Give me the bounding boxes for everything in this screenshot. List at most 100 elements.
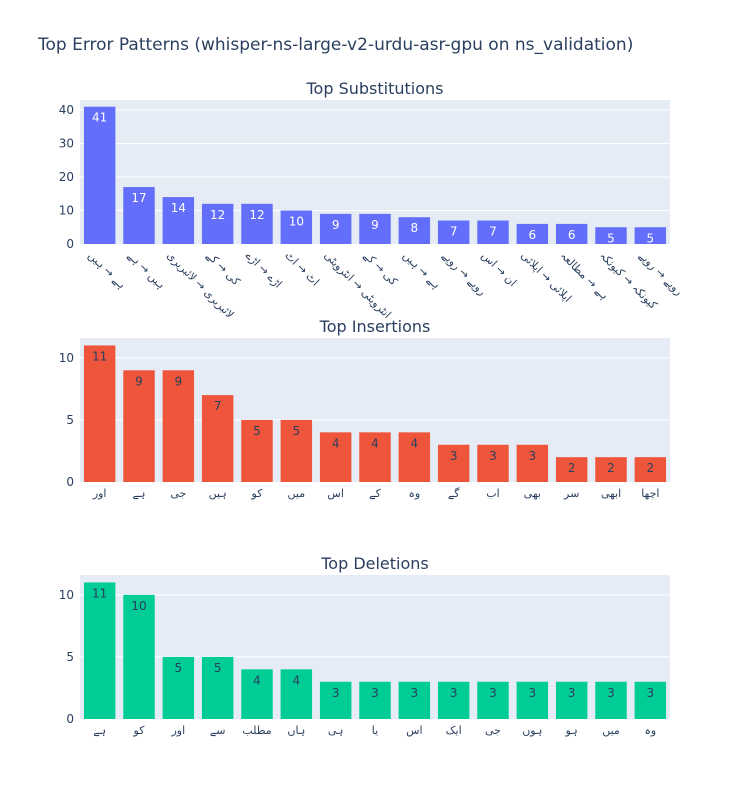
bar: [162, 656, 195, 719]
bar-value-label: 7: [489, 225, 497, 239]
y-tick-label: 5: [66, 413, 74, 427]
bar: [595, 681, 627, 719]
bar: [201, 656, 234, 719]
bar-value-label: 41: [92, 111, 107, 125]
bar-value-label: 5: [293, 424, 301, 438]
x-tick-label: ان → اس: [479, 249, 519, 289]
bar-value-label: 9: [135, 374, 143, 388]
y-tick-label: 10: [59, 351, 74, 365]
bar: [437, 681, 470, 719]
bar: [280, 669, 313, 719]
x-tick-label: کو: [251, 487, 264, 500]
y-tick-label: 20: [59, 170, 74, 184]
x-tick-label: اس: [406, 724, 422, 737]
chart-panel-2: Top Insertions 0 5 10 11 اور 9 ہے 9 جی 7 ہیں 5 کو 5 میں…: [59, 317, 670, 500]
x-tick-label: انٹرویٹی → انٹرویٹی: [322, 249, 394, 321]
bar: [201, 395, 234, 482]
bar-value-label: 3: [411, 686, 419, 700]
bar: [437, 444, 470, 482]
bar-value-label: 12: [249, 208, 264, 222]
x-tick-label: جی: [170, 487, 186, 500]
chart-panel-1: Top Substitutions 0 10 20 30 40 41 ہے → ہیں 17 ہی…: [59, 79, 686, 321]
chart-title: Top Insertions: [319, 317, 431, 336]
bar-value-label: 4: [293, 673, 301, 687]
bar-value-label: 11: [92, 586, 107, 600]
x-tick-label: کی → کے: [204, 249, 244, 289]
bar-value-label: 5: [607, 231, 615, 245]
bar: [398, 681, 431, 719]
x-tick-label: یا: [372, 724, 378, 737]
x-tick-label: ہاں: [287, 724, 305, 737]
main-title: Top Error Patterns (whisper-ns-large-v2-…: [37, 35, 633, 55]
bar-value-label: 2: [647, 461, 655, 475]
bar: [123, 370, 155, 482]
x-tick-label: جی: [485, 724, 501, 737]
x-tick-label: ہے: [133, 487, 146, 500]
bar-value-label: 7: [214, 399, 222, 413]
x-tick-label: ہو: [565, 724, 578, 737]
bar: [359, 213, 391, 244]
bar: [359, 432, 391, 482]
x-tick-label: کے: [369, 487, 381, 500]
bar-value-label: 9: [175, 374, 183, 388]
bar: [555, 681, 588, 719]
x-tick-label: اور: [92, 487, 107, 500]
bar: [437, 220, 470, 244]
bar: [162, 370, 195, 482]
x-tick-label: ہے → ہیں: [86, 249, 129, 292]
bar-value-label: 2: [607, 461, 615, 475]
bar-value-label: 4: [332, 436, 340, 450]
bar-value-label: 4: [411, 436, 419, 450]
chart-panel-3: Top Deletions 0 5 10 11 ہے 10 کو 5 اور 5 سے 4 مطلب 4 ہا…: [59, 554, 670, 737]
chart-title: Top Deletions: [320, 554, 429, 573]
x-tick-label: ابھی: [601, 487, 621, 500]
bar-value-label: 3: [607, 686, 615, 700]
y-tick-label: 0: [66, 475, 74, 489]
bar: [201, 203, 234, 244]
bar: [83, 106, 116, 244]
x-tick-label: ہے: [93, 724, 106, 737]
bar: [555, 223, 588, 244]
bar: [241, 669, 273, 719]
bar-value-label: 10: [289, 215, 304, 229]
bar: [634, 457, 667, 482]
x-tick-label: میں: [288, 487, 306, 500]
y-tick-label: 10: [59, 204, 74, 218]
bar-value-label: 12: [210, 208, 225, 222]
bar: [83, 582, 116, 719]
x-tick-label: کو: [133, 724, 146, 737]
bar-value-label: 5: [647, 231, 655, 245]
x-tick-label: ہے → ہیں: [400, 249, 443, 292]
bar: [555, 457, 588, 482]
x-tick-label: ہیں: [209, 487, 227, 500]
bar: [280, 210, 313, 244]
bar-value-label: 2: [568, 461, 576, 475]
y-tick-label: 30: [59, 137, 74, 151]
bar: [319, 213, 352, 244]
x-tick-label: میں: [602, 724, 620, 737]
bar-value-label: 3: [450, 449, 458, 463]
bar-value-label: 8: [411, 221, 419, 235]
chart-title: Top Substitutions: [306, 79, 444, 98]
x-tick-label: اچھا: [641, 487, 659, 500]
x-tick-label: وہ: [408, 487, 420, 500]
bar-value-label: 3: [647, 686, 655, 700]
bar: [319, 432, 352, 482]
bar: [398, 217, 431, 244]
x-tick-label: سر: [563, 487, 579, 500]
x-tick-label: ہی: [328, 724, 344, 737]
bar-value-label: 3: [371, 686, 379, 700]
bar: [634, 681, 667, 719]
bar-value-label: 4: [253, 673, 261, 687]
bar: [319, 681, 352, 719]
bar-value-label: 3: [489, 686, 497, 700]
x-tick-label: لائبریری → لائبریری: [164, 249, 236, 321]
x-tick-label: کی → کے: [361, 249, 401, 289]
bar-value-label: 3: [529, 449, 537, 463]
y-tick-label: 40: [59, 103, 74, 117]
bar: [595, 457, 627, 482]
bar-value-label: 3: [489, 449, 497, 463]
bar: [162, 197, 195, 244]
